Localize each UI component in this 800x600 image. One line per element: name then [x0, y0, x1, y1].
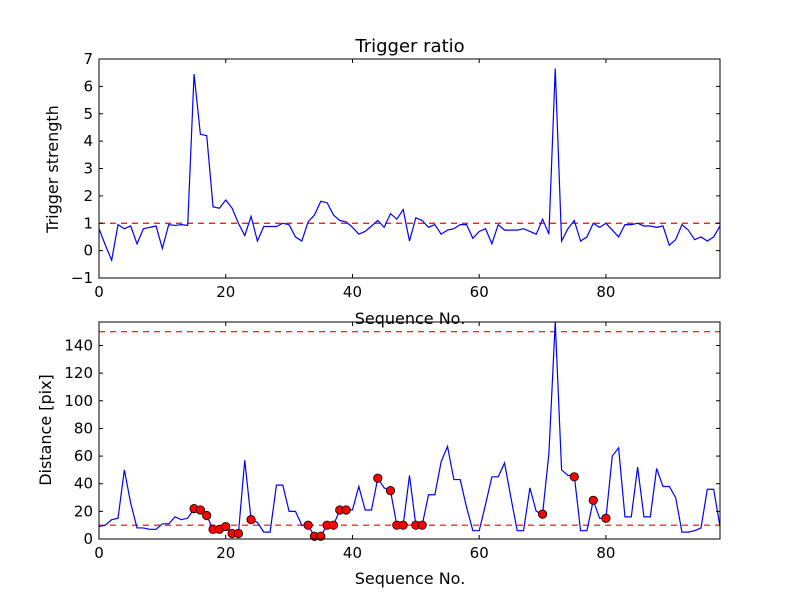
bottom-x-tick-label: 40	[343, 544, 362, 562]
bottom-x-axis-ticks: 0 20 40 60 80	[94, 322, 615, 562]
top-y-tick-label: 7	[83, 50, 93, 68]
top-y-tick-label: 1	[83, 214, 93, 232]
bottom-x-tick-label: 0	[94, 544, 104, 562]
bottom-marker-point	[417, 520, 427, 530]
bottom-y-tick-label: 60	[74, 447, 93, 465]
top-plot-content	[99, 68, 720, 263]
bottom-marker-point	[195, 505, 205, 515]
bottom-y-tick-label: 100	[64, 392, 93, 410]
bottom-axes-frame	[98, 321, 721, 540]
top-x-axis-ticks: 0 20 40 60 80	[94, 59, 615, 301]
top-y-tick-label: 3	[83, 160, 93, 178]
bottom-marker-point	[569, 472, 579, 482]
bottom-y-tick-label: 140	[64, 336, 93, 354]
top-x-tick-label: 20	[216, 283, 235, 301]
bottom-y-tick-label: 120	[64, 364, 93, 382]
bottom-x-tick-label: 60	[470, 544, 489, 562]
top-y-tick-label: 6	[83, 77, 93, 95]
top-x-tick-label: 60	[470, 283, 489, 301]
bottom-marker-point	[328, 520, 339, 530]
bottom-y-tick-label: 80	[74, 419, 93, 437]
bottom-marker-point	[341, 505, 351, 515]
bottom-marker-point	[537, 509, 548, 519]
top-y-tick-label: −1	[71, 269, 93, 287]
bottom-marker-point	[202, 510, 212, 521]
bottom-x-axis-label: Sequence No.	[355, 569, 466, 588]
top-y-tick-label: 2	[83, 187, 93, 205]
top-x-tick-label: 40	[343, 283, 362, 301]
top-y-axis-ticks: −1 0 1 2 3 4 5 6 7	[71, 50, 720, 287]
top-x-axis-label: Sequence No.	[355, 309, 466, 328]
bottom-y-axis-ticks: 0 20 40 60 80 100 120 140	[64, 336, 720, 548]
bottom-marker-point	[588, 495, 598, 505]
bottom-y-tick-label: 0	[83, 530, 93, 548]
bottom-y-tick-label: 20	[74, 502, 93, 520]
bottom-plot-content	[99, 322, 720, 537]
bottom-y-tick-label: 40	[74, 475, 93, 493]
bottom-marker-point	[373, 473, 383, 483]
bottom-x-tick-label: 20	[216, 544, 235, 562]
bottom-marker-point	[385, 486, 396, 496]
bottom-plot-area	[99, 322, 720, 541]
bottom-marker-point	[303, 520, 313, 530]
top-y-tick-label: 0	[83, 242, 93, 260]
top-x-tick-label: 0	[94, 283, 104, 301]
bottom-marker-point	[233, 528, 244, 539]
bottom-marker-point	[246, 515, 256, 525]
top-y-tick-label: 5	[83, 105, 93, 123]
bottom-marker-point	[221, 521, 231, 532]
bottom-chart: 0 20 40 60 80 0 20 40 60 80 100 120 140 Sequence No…	[36, 321, 721, 588]
top-y-axis-label: Trigger strength	[43, 105, 62, 234]
top-y-tick-label: 4	[83, 132, 93, 150]
bottom-x-tick-label: 80	[596, 544, 615, 562]
bottom-marker-point	[316, 531, 326, 541]
top-axes-frame	[98, 58, 721, 279]
bottom-y-axis-label: Distance [pix]	[36, 374, 55, 486]
top-plot-area	[99, 68, 720, 263]
top-x-tick-label: 80	[596, 283, 615, 301]
bottom-series-line-0	[99, 322, 720, 537]
top-series-line-0	[99, 68, 720, 263]
top-chart-title: Trigger ratio	[354, 36, 464, 57]
bottom-marker-point	[601, 513, 611, 523]
bottom-marker-point	[398, 520, 408, 530]
